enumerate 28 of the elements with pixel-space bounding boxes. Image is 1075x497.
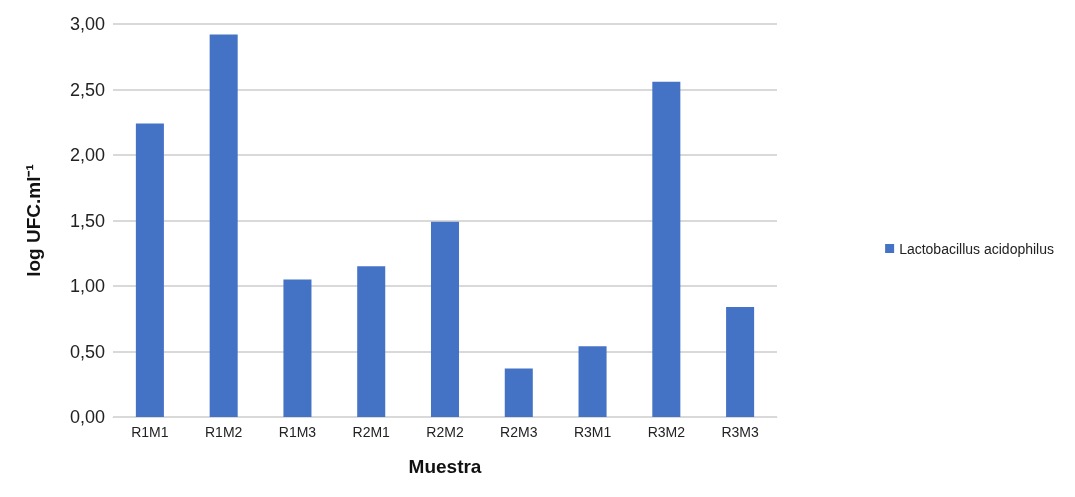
- x-tick-label: R2M2: [426, 424, 464, 440]
- x-tick-label: R2M1: [352, 424, 391, 440]
- y-axis-title: log UFC.ml⁻¹: [23, 164, 44, 277]
- y-tick-label: 1,50: [69, 210, 105, 231]
- bar: [430, 221, 460, 417]
- bar: [504, 368, 533, 417]
- legend-label: Lactobacillus acidophilus: [899, 240, 1054, 257]
- x-tick-label: R2M3: [500, 424, 538, 440]
- y-tick-label: 1,00: [69, 276, 105, 296]
- bar: [135, 123, 164, 417]
- x-axis-title: Muestra: [408, 456, 482, 477]
- y-tick-label: 0,50: [69, 341, 105, 362]
- y-tick-label: 0,00: [69, 407, 105, 427]
- y-tick-label: 2,50: [69, 79, 105, 100]
- y-tick-label: 2,00: [69, 145, 105, 165]
- x-tick-label: R1M2: [204, 424, 243, 440]
- bar: [283, 279, 312, 417]
- bar: [726, 306, 755, 417]
- y-tick-label: 3,00: [69, 14, 105, 34]
- x-tick-label: R1M3: [278, 424, 317, 440]
- x-tick-label: R1M1: [131, 424, 169, 440]
- bar: [357, 266, 386, 417]
- x-tick-label: R3M3: [721, 424, 759, 440]
- bar: [652, 81, 681, 417]
- bar: [578, 346, 607, 417]
- x-tick-label: R3M1: [573, 424, 612, 440]
- x-tick-label: R3M2: [647, 424, 686, 440]
- bar: [209, 34, 238, 417]
